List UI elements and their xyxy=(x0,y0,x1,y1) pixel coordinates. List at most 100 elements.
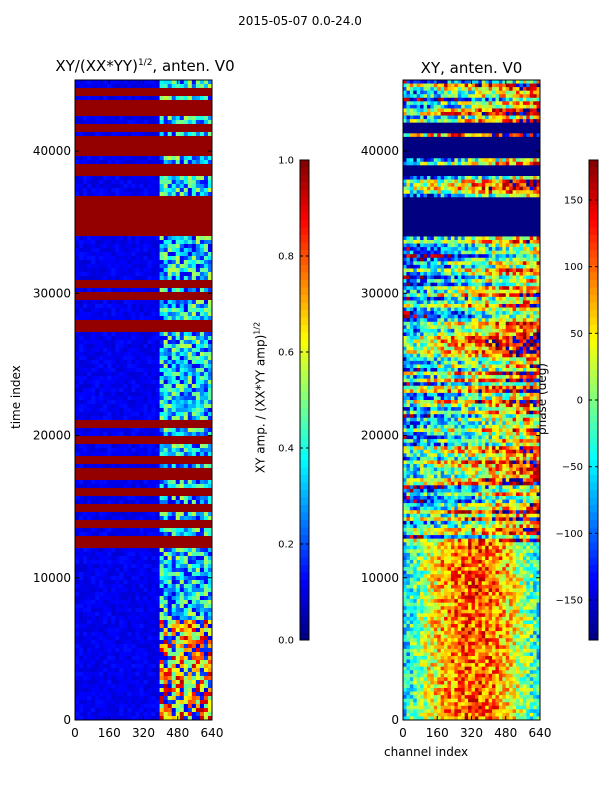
heat-cell xyxy=(179,448,185,453)
heat-cell xyxy=(123,564,128,569)
heat-cell xyxy=(203,468,209,473)
heat-cell xyxy=(83,624,88,629)
heat-cell xyxy=(159,364,165,369)
heat-cell xyxy=(87,148,92,153)
heat-cell xyxy=(167,440,173,445)
heat-cell xyxy=(199,308,205,313)
heat-cell xyxy=(147,400,152,405)
heat-cell xyxy=(87,484,92,489)
heat-cell xyxy=(191,84,197,89)
heat-cell xyxy=(179,280,185,285)
heat-cell xyxy=(75,132,80,137)
heat-cell xyxy=(187,476,193,481)
heat-cell xyxy=(99,164,104,169)
heat-cell xyxy=(159,144,165,149)
heat-cell xyxy=(131,604,136,609)
heat-cell xyxy=(99,620,104,625)
heat-cell xyxy=(175,284,181,289)
heat-cell xyxy=(115,472,120,477)
heat-cell xyxy=(147,164,152,169)
heat-cell xyxy=(195,124,201,129)
heat-cell xyxy=(191,456,197,461)
heat-cell xyxy=(179,172,185,177)
heat-cell xyxy=(99,576,104,581)
heat-cell xyxy=(155,332,161,337)
heat-cell xyxy=(111,84,116,89)
heat-cell xyxy=(135,160,140,165)
heat-cell xyxy=(119,592,124,597)
heat-cell xyxy=(199,348,205,353)
heat-cell xyxy=(207,552,213,557)
heat-cell xyxy=(191,352,197,357)
heat-cell xyxy=(155,388,161,393)
heat-cell xyxy=(147,408,152,413)
heat-cell xyxy=(203,292,209,297)
heat-cell xyxy=(207,328,213,333)
heat-cell xyxy=(83,420,88,425)
heat-cell xyxy=(131,376,136,381)
heat-cell xyxy=(207,204,213,209)
heat-cell xyxy=(107,264,112,269)
heat-cell xyxy=(207,232,213,237)
heat-cell xyxy=(143,164,148,169)
heat-cell xyxy=(123,332,128,337)
heat-cell xyxy=(163,176,169,181)
heat-cell xyxy=(115,284,120,289)
heat-cell xyxy=(151,144,156,149)
heat-cell xyxy=(203,272,209,277)
heat-cell xyxy=(115,632,120,637)
heat-cell xyxy=(163,560,169,565)
heat-cell xyxy=(115,248,120,253)
heat-cell xyxy=(139,592,144,597)
heat-cell xyxy=(207,300,213,305)
heat-cell xyxy=(123,452,128,457)
heat-cell xyxy=(87,656,92,661)
heat-cell xyxy=(155,560,161,565)
heat-cell xyxy=(139,344,144,349)
heat-cell xyxy=(203,580,209,585)
heat-cell xyxy=(171,228,177,233)
heat-cell xyxy=(147,648,152,653)
heat-cell xyxy=(155,296,161,301)
heat-cell xyxy=(159,612,165,617)
heat-cell xyxy=(175,168,181,173)
heat-cell xyxy=(107,276,112,281)
heat-cell xyxy=(75,440,80,445)
heat-cell xyxy=(87,540,92,545)
heat-cell xyxy=(111,552,116,557)
heat-cell xyxy=(119,224,124,229)
heat-cell xyxy=(143,600,148,605)
heat-cell xyxy=(163,280,169,285)
heat-cell xyxy=(75,284,80,289)
heat-cell xyxy=(203,204,209,209)
heat-cell xyxy=(155,256,161,261)
heat-cell xyxy=(127,632,132,637)
heat-cell xyxy=(131,508,136,513)
heat-cell xyxy=(203,196,209,201)
heat-cell xyxy=(127,576,132,581)
heat-cell xyxy=(99,416,104,421)
heat-cell xyxy=(191,200,197,205)
heat-cell xyxy=(75,660,80,665)
heat-cell xyxy=(139,156,144,161)
heat-cell xyxy=(123,280,128,285)
heat-cell xyxy=(103,600,108,605)
heat-cell xyxy=(123,120,128,125)
heat-cell xyxy=(167,656,173,661)
heat-cell xyxy=(127,180,132,185)
heat-cell xyxy=(183,576,189,581)
heat-cell xyxy=(91,156,96,161)
heat-cell xyxy=(99,236,104,241)
heat-cell xyxy=(103,276,108,281)
heat-cell xyxy=(131,332,136,337)
heat-cell xyxy=(79,256,84,261)
heat-cell xyxy=(167,604,173,609)
heat-cell xyxy=(167,220,173,225)
heat-cell xyxy=(115,616,120,621)
heat-cell xyxy=(167,112,173,117)
heat-cell xyxy=(79,524,84,529)
heat-cell xyxy=(155,420,161,425)
heat-cell xyxy=(151,556,156,561)
heat-cell xyxy=(87,380,92,385)
heat-cell xyxy=(207,92,213,97)
